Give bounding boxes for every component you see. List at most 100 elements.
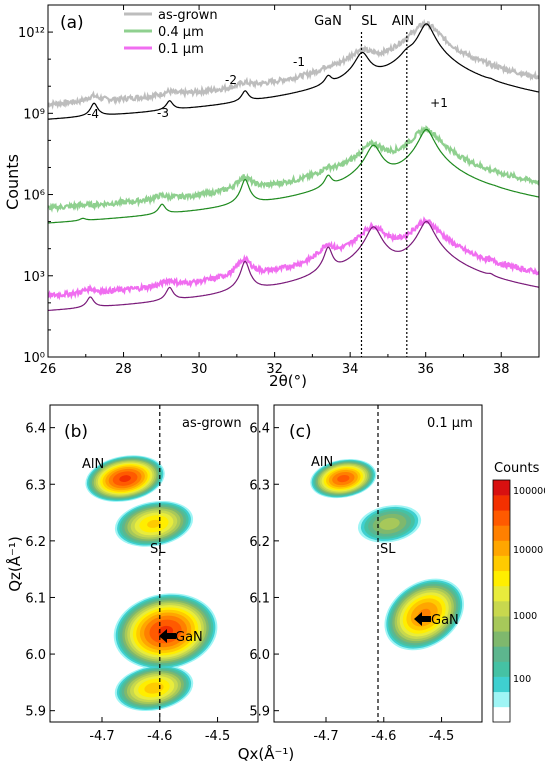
y-tick-label-a: 10⁰ — [23, 351, 45, 366]
map-label-sl-b: SL — [150, 542, 166, 557]
line-label-aln: AlN — [392, 14, 414, 29]
x-tick-label-map: -4.6 — [147, 729, 172, 744]
plot-frame-c — [273, 404, 483, 723]
x-tick-label-map: -4.5 — [205, 729, 230, 744]
line-label-gan: GaN — [314, 14, 342, 29]
x-tick-label-a: 26 — [40, 362, 57, 377]
peak-label-m3: -3 — [157, 106, 169, 120]
plot-frame-b — [49, 404, 259, 723]
peak-label-p1: +1 — [430, 96, 448, 110]
colorbar-segment — [493, 616, 510, 632]
xrd-curves — [48, 18, 539, 311]
colorbar-segment — [493, 570, 510, 587]
rsm-panel-0.1um: -4.7 -4.6 -4.5 6.4 6.3 6.2 6.1 6.0 5.9 (c) 0.1 µ… — [249, 404, 483, 744]
colorbar-segment — [493, 661, 510, 677]
y-tick-label-map: 6.1 — [249, 591, 270, 606]
measured-curve-1 — [48, 125, 539, 213]
colorbar: Counts 100000 10000 1000 100 — [492, 461, 545, 723]
colorbar-segment — [493, 646, 510, 662]
colorbar-segment — [493, 691, 510, 708]
colorbar-tick-label: 100000 — [513, 486, 545, 497]
y-tick-label-map: 6.2 — [25, 535, 46, 550]
y-tick-label-a: 10⁶ — [23, 189, 45, 204]
peak-label-m1: -1 — [293, 55, 305, 69]
plot-frame-a — [47, 4, 540, 358]
y-tick-label-map: 6.2 — [249, 535, 270, 550]
x-tick-label-a: 28 — [115, 362, 132, 377]
x-tick-label-map: -4.7 — [89, 729, 114, 744]
map-label-sl-c: SL — [380, 542, 396, 557]
panel-title-c: 0.1 µm — [427, 416, 473, 431]
panel-label-b: (b) — [64, 422, 88, 442]
colorbar-segment — [493, 585, 510, 602]
map-label-gan-c: GaN — [431, 613, 459, 628]
y-tick-label-map: 6.4 — [249, 422, 270, 437]
colorbar-segment — [493, 525, 510, 541]
colorbar-segment — [493, 631, 510, 647]
panel-title-b: as-grown — [182, 416, 242, 431]
y-axis-label-a: Counts — [3, 154, 22, 210]
y-tick-label-map: 5.9 — [249, 705, 270, 720]
legend-label-0.4um: 0.4 µm — [158, 25, 204, 40]
simulated-curve-2 — [48, 220, 539, 311]
line-label-sl: SL — [361, 14, 377, 29]
y-tick-label-map: 6.3 — [25, 478, 46, 493]
xrd-scan-panel: 26 28 30 32 34 36 38 10⁰ 10³ 10⁶ 10⁹ 10¹² (a) Count… — [3, 4, 540, 390]
contour-level-14 — [119, 475, 131, 482]
contour-level-13 — [337, 474, 350, 483]
colorbar-title: Counts — [494, 461, 540, 476]
x-axis-label-a: 2θ(°) — [269, 372, 307, 390]
contour-level-6 — [379, 517, 400, 530]
x-tick-label-map: -4.6 — [371, 729, 396, 744]
simulated-curve-0 — [48, 23, 539, 120]
colorbar-segment — [493, 480, 510, 496]
axis-ticks-c: -4.7 -4.6 -4.5 6.4 6.3 6.2 6.1 6.0 5.9 — [249, 422, 454, 744]
rsm-map-c — [310, 405, 465, 722]
map-label-aln-b: AlN — [82, 457, 104, 472]
y-tick-label-a: 10³ — [23, 270, 45, 285]
contour-level-10 — [147, 519, 161, 528]
colorbar-segment — [493, 676, 510, 693]
colorbar-frame — [492, 479, 511, 723]
y-tick-label-map: 5.9 — [25, 705, 46, 720]
legend: as-grown 0.4 µm 0.1 µm — [124, 8, 218, 57]
reference-lines — [360, 32, 408, 357]
y-tick-label-map: 6.1 — [25, 591, 46, 606]
colorbar-segment — [493, 495, 510, 511]
x-tick-label-map: -4.5 — [429, 729, 454, 744]
rsm-panel-as-grown: -4.7 -4.6 -4.5 6.4 6.3 6.2 6.1 6.0 5.9 (b) as-gr… — [25, 404, 259, 744]
colorbar-tick-label: 10000 — [513, 545, 543, 556]
colorbar-tick-label: 100 — [513, 674, 531, 685]
y-tick-label-map: 6.0 — [25, 648, 46, 663]
map-label-gan-b: GaN — [175, 630, 203, 645]
measured-curve-2 — [48, 216, 539, 301]
axis-ticks-b: -4.7 -4.6 -4.5 6.4 6.3 6.2 6.1 6.0 5.9 — [25, 422, 230, 744]
panel-label-a: (a) — [60, 13, 84, 33]
colorbar-segment — [493, 555, 510, 572]
colorbar-segment — [493, 601, 510, 617]
y-axis-label-maps: Qz(Å⁻¹) — [5, 536, 24, 592]
y-tick-label-a: 10⁹ — [23, 107, 45, 122]
x-tick-label-a: 32 — [266, 362, 283, 377]
colorbar-tick-label: 1000 — [513, 611, 537, 622]
contour-level-10 — [144, 682, 164, 694]
legend-label-0.1um: 0.1 µm — [158, 42, 204, 57]
y-tick-label-map: 6.4 — [25, 422, 46, 437]
axis-ticks-a: 26 28 30 32 34 36 38 10⁰ 10³ 10⁶ 10⁹ 10¹² — [18, 5, 510, 377]
map-label-aln-c: AlN — [311, 455, 333, 470]
x-tick-label-a: 30 — [191, 362, 208, 377]
colorbar-segment — [493, 706, 510, 723]
x-tick-label-a: 34 — [342, 362, 359, 377]
x-axis-label-maps: Qx(Å⁻¹) — [238, 744, 295, 763]
arrow-icon — [414, 612, 431, 626]
peak-label-m2: -2 — [225, 73, 237, 87]
simulated-curve-1 — [48, 128, 539, 224]
legend-label-as-grown: as-grown — [158, 8, 218, 23]
colorbar-segment — [493, 510, 510, 526]
colorbar-segment — [493, 540, 510, 556]
x-tick-label-map: -4.7 — [313, 729, 338, 744]
arrow-icon — [159, 629, 176, 643]
rsm-map-b — [85, 405, 218, 722]
measured-curve-0 — [48, 18, 539, 110]
